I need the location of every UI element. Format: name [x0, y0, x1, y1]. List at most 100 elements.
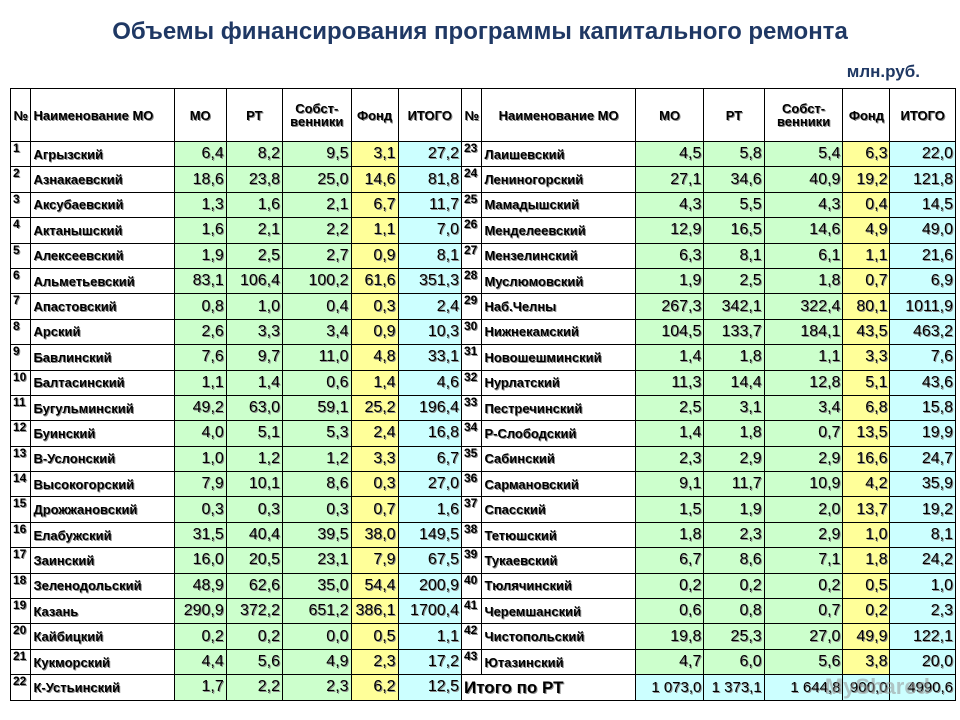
value-rt: 1,4 — [225, 369, 284, 396]
value-fund: 4,2 — [842, 471, 891, 498]
value-fund: 4,9 — [842, 217, 891, 244]
municipality-name: Сармановский — [481, 471, 636, 498]
value-own: 1,1 — [763, 344, 844, 371]
header-total: ИТОГО — [889, 88, 956, 142]
municipality-name: Тюлячинский — [481, 572, 636, 600]
municipality-name: Наб.Челны — [481, 293, 636, 320]
value-rt: 2,9 — [703, 445, 765, 473]
value-total: 11,7 — [397, 191, 462, 219]
value-own: 59,1 — [282, 394, 352, 422]
municipality-name: Черемшанский — [481, 598, 636, 625]
value-mo: 9,1 — [634, 471, 705, 498]
value-total: 1700,4 — [397, 598, 462, 625]
value-total: 17,2 — [397, 648, 462, 676]
value-mo: 4,3 — [634, 191, 705, 219]
row-number: 34 — [460, 420, 483, 447]
table-row: 17 Заинский 16,0 20,5 23,1 7,9 67,5 39 Тукаевски… — [9, 547, 956, 574]
table-row: 20 Кайбицкий 0,2 0,2 0,0 0,5 1,1 42 Чистопольски… — [9, 623, 956, 650]
row-number: 20 — [9, 623, 32, 650]
value-fund: 0,3 — [350, 293, 399, 320]
value-own: 9,5 — [282, 140, 352, 168]
municipality-name: Пестречинский — [481, 394, 636, 422]
value-total: 149,5 — [397, 521, 462, 549]
row-number: 39 — [460, 547, 483, 574]
header-rt: РТ — [225, 88, 284, 142]
municipality-name: Лаишевский — [481, 140, 636, 168]
value-own: 0,4 — [282, 293, 352, 320]
value-mo: 16,0 — [173, 547, 227, 574]
value-total: 27,0 — [397, 471, 462, 498]
header-num: № — [460, 88, 483, 142]
value-mo: 2,3 — [634, 445, 705, 473]
value-fund: 0,5 — [842, 572, 891, 600]
municipality-name: Мамадышский — [481, 191, 636, 219]
value-mo: 7,6 — [173, 344, 227, 371]
value-total: 81,8 — [397, 166, 462, 193]
municipality-name: Спасский — [481, 496, 636, 523]
value-total: 35,9 — [889, 471, 956, 498]
value-rt: 3,1 — [703, 394, 765, 422]
row-number: 38 — [460, 521, 483, 549]
value-fund: 0,7 — [350, 496, 399, 523]
value-mo: 2,5 — [634, 394, 705, 422]
row-number: 31 — [460, 344, 483, 371]
value-total: 24,7 — [889, 445, 956, 473]
page-title: Объемы финансирования программы капиталь… — [112, 18, 848, 45]
value-rt: 14,4 — [703, 369, 765, 396]
value-own: 2,2 — [282, 217, 352, 244]
row-number: 32 — [460, 369, 483, 396]
value-fund: 80,1 — [842, 293, 891, 320]
header-total: ИТОГО — [397, 88, 462, 142]
header-name: Наименование МО — [481, 88, 636, 142]
value-total: 122,1 — [889, 623, 956, 650]
row-number: 26 — [460, 217, 483, 244]
value-fund: 6,2 — [350, 674, 399, 701]
value-total: 14,5 — [889, 191, 956, 219]
municipality-name: Мензелинский — [481, 242, 636, 269]
value-fund: 7,9 — [350, 547, 399, 574]
value-mo: 1,9 — [634, 267, 705, 295]
value-rt: 3,3 — [225, 318, 284, 346]
value-rt: 133,7 — [703, 318, 765, 346]
value-own: 35,0 — [282, 572, 352, 600]
row-number: 8 — [9, 318, 32, 346]
municipality-name: К-Устьинский — [30, 674, 175, 701]
value-fund: 43,5 — [842, 318, 891, 346]
watermark-logo: MyShared — [824, 674, 930, 699]
value-rt: 1,0 — [225, 293, 284, 320]
value-mo: 1,8 — [634, 521, 705, 549]
value-fund: 0,9 — [350, 318, 399, 346]
value-fund: 3,8 — [842, 648, 891, 676]
value-own: 1,8 — [763, 267, 844, 295]
value-total: 19,2 — [889, 496, 956, 523]
row-number: 5 — [9, 242, 32, 269]
municipality-name: В-Услонский — [30, 445, 175, 473]
value-fund: 38,0 — [350, 521, 399, 549]
value-own: 14,6 — [763, 217, 844, 244]
value-total: 49,0 — [889, 217, 956, 244]
header-fund: Фонд — [350, 88, 399, 142]
value-fund: 3,3 — [842, 344, 891, 371]
value-mo: 1,0 — [173, 445, 227, 473]
header-mo: МО — [634, 88, 705, 142]
value-own: 5,3 — [282, 420, 352, 447]
row-number: 21 — [9, 648, 32, 676]
municipality-name: Бавлинский — [30, 344, 175, 371]
municipality-name: Менделеевский — [481, 217, 636, 244]
municipality-name: Балтасинский — [30, 369, 175, 396]
table-row: 18 Зеленодольский 48,9 62,6 35,0 54,4 200,9 40 Т… — [9, 572, 956, 600]
value-rt: 8,1 — [703, 242, 765, 269]
value-rt: 0,3 — [225, 496, 284, 523]
table-row: 10 Балтасинский 1,1 1,4 0,6 1,4 4,6 32 Нурлатски… — [9, 369, 956, 396]
value-own: 23,1 — [282, 547, 352, 574]
value-total: 7,6 — [889, 344, 956, 371]
row-number: 11 — [9, 394, 32, 422]
municipality-name: Апастовский — [30, 293, 175, 320]
table-row: 9 Бавлинский 7,6 9,7 11,0 4,8 33,1 31 Новошешмин… — [9, 344, 956, 371]
header-num: № — [9, 88, 32, 142]
row-number: 13 — [9, 445, 32, 473]
value-mo: 1,6 — [173, 217, 227, 244]
municipality-name: Кукморский — [30, 648, 175, 676]
value-own: 10,9 — [763, 471, 844, 498]
header-fund: Фонд — [842, 88, 891, 142]
